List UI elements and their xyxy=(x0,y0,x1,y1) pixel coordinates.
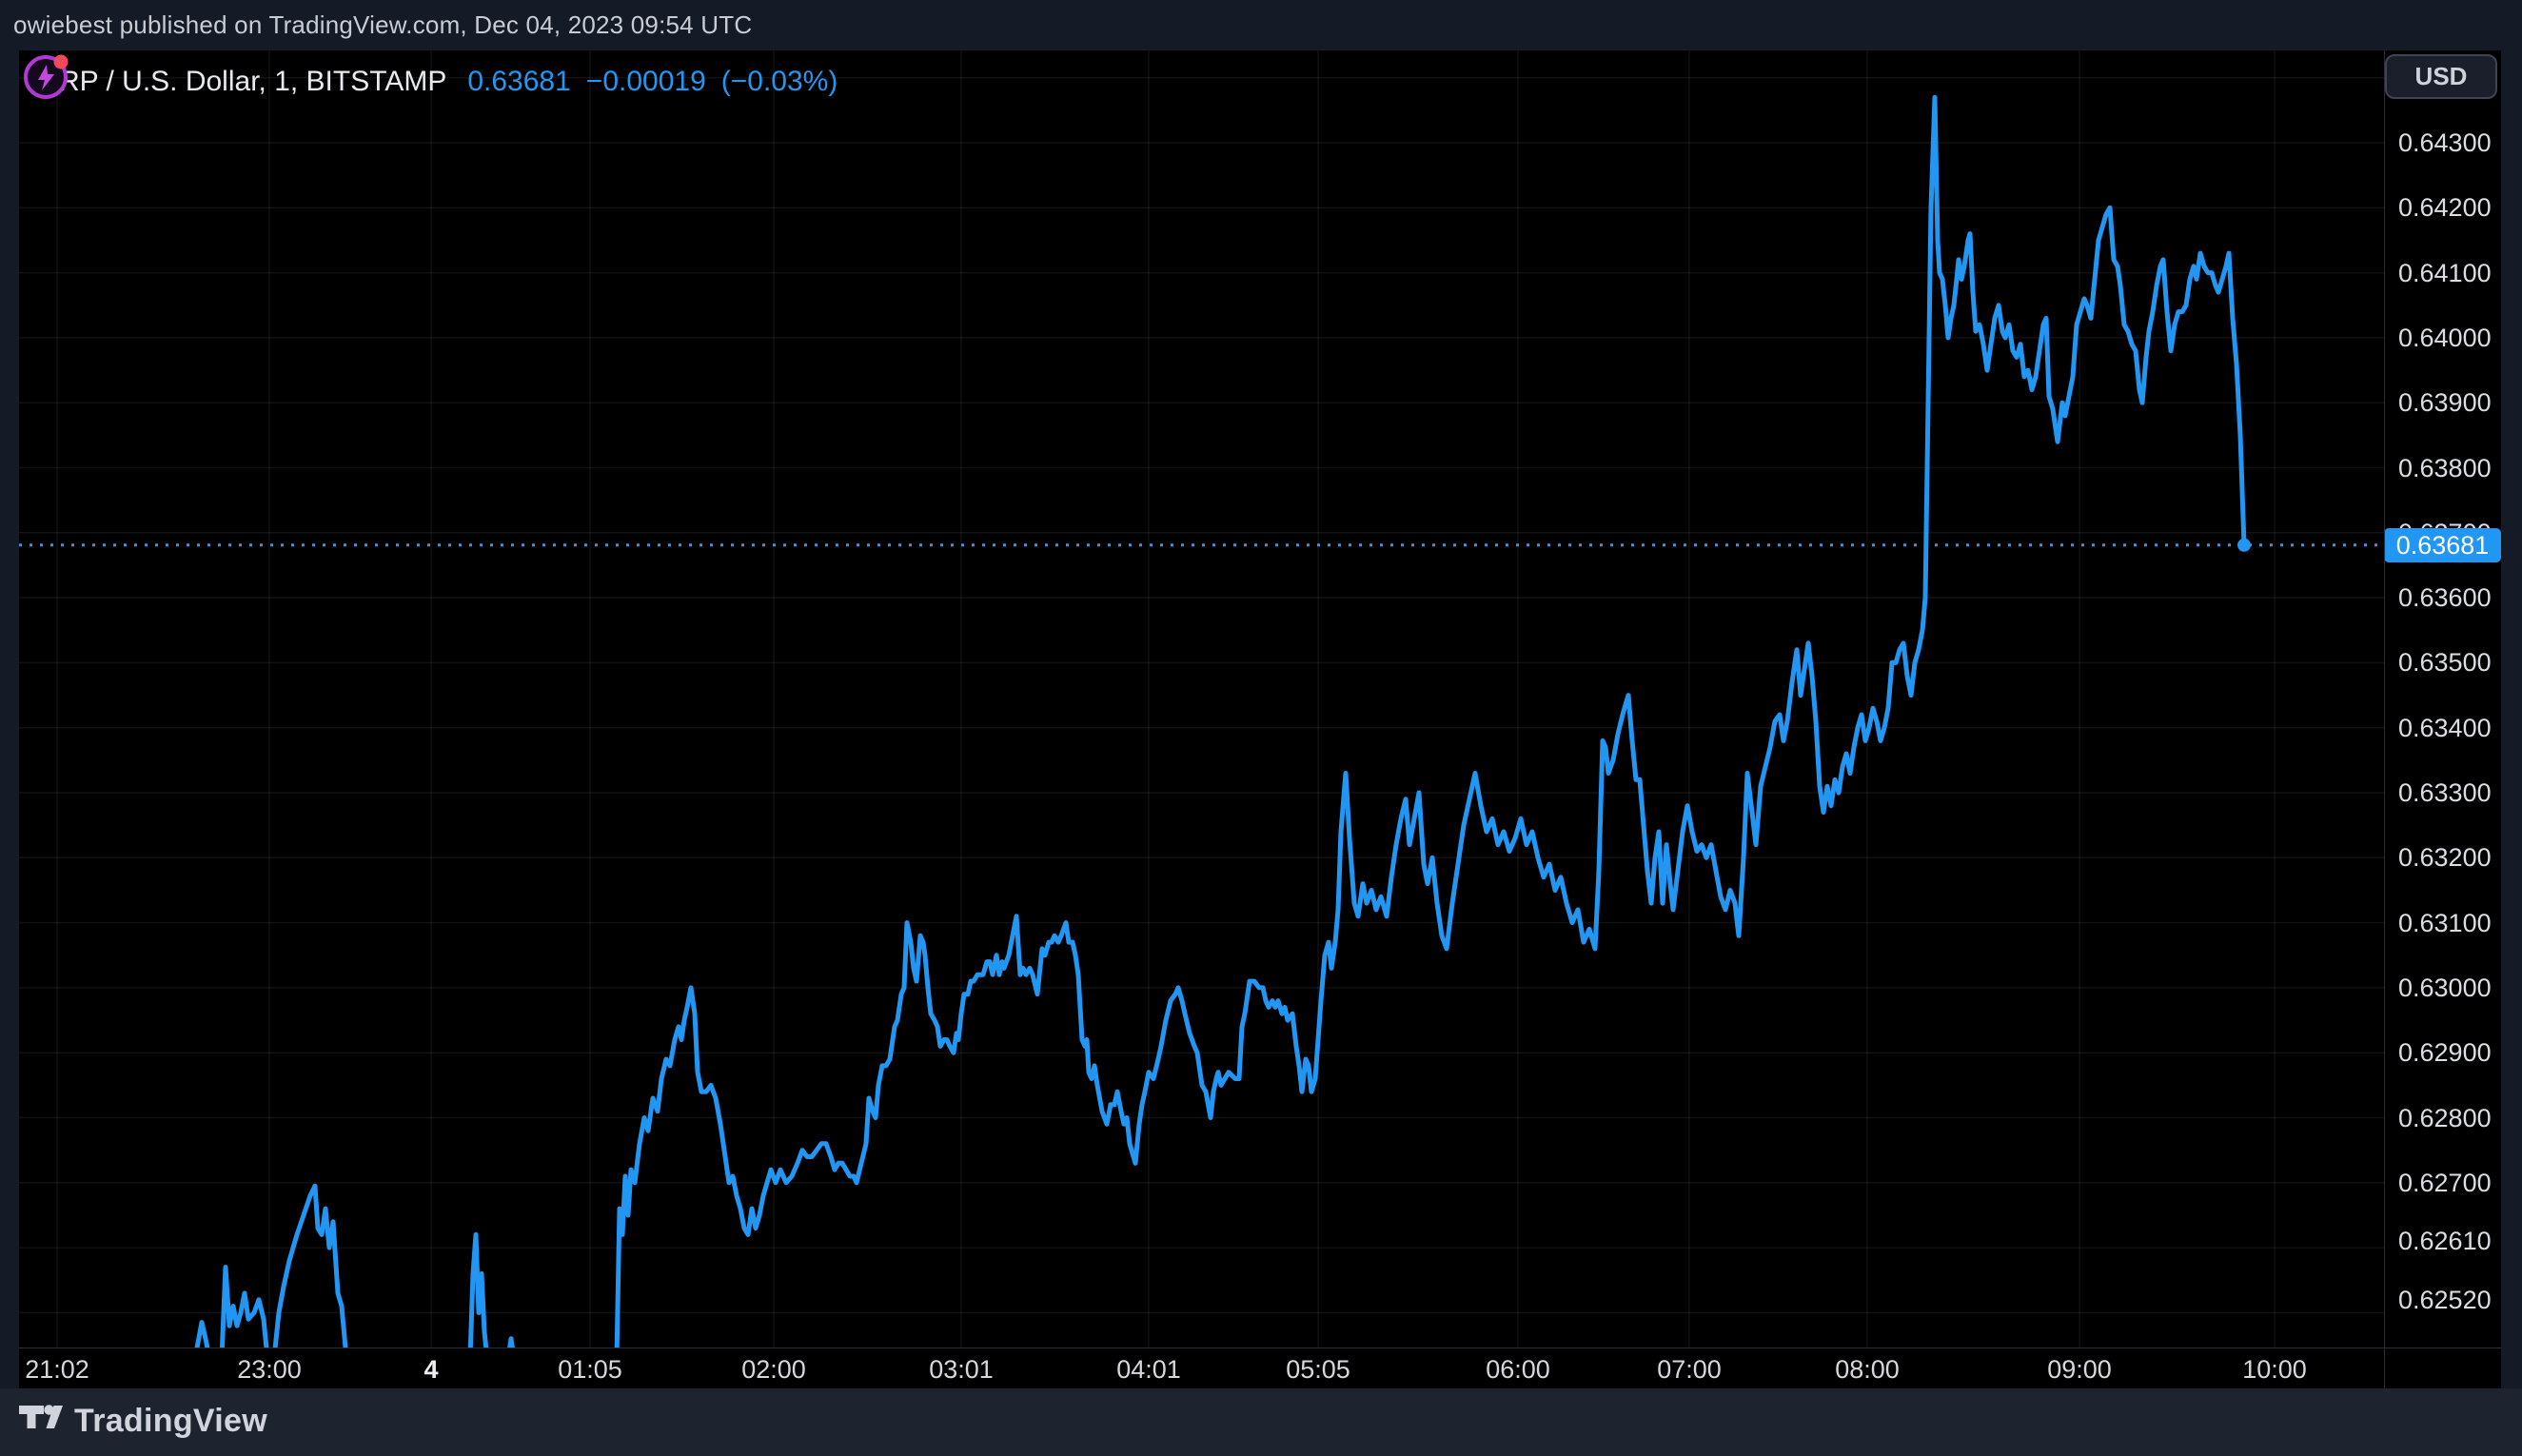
price-tick-label: 0.63000 xyxy=(2398,974,2492,1002)
axis-separator-vertical xyxy=(2384,50,2385,1388)
price-line xyxy=(194,94,2247,1348)
time-tick-label: 02:00 xyxy=(741,1355,806,1384)
price-tick-label: 0.63600 xyxy=(2398,583,2492,612)
time-tick-label: 05:05 xyxy=(1286,1355,1350,1384)
time-axis[interactable]: 21:02 23:00 4 01:05 02:00 03:01 04:01 05:05 06:0… xyxy=(19,1348,2501,1388)
attribution-text: owiebest published on TradingView.com, D… xyxy=(13,10,753,39)
tradingview-logo-text: TradingView xyxy=(74,1402,267,1439)
price-tick-label: 0.62700 xyxy=(2398,1169,2492,1197)
price-tick-label: 0.64300 xyxy=(2398,128,2492,157)
price-tick-label: 0.62800 xyxy=(2398,1104,2492,1132)
chart-pane[interactable]: XRP / U.S. Dollar, 1, BITSTAMP 0.63681 −0.… xyxy=(19,50,2384,1348)
currency-unit-button[interactable]: USD xyxy=(2385,54,2497,99)
current-price-dot xyxy=(2237,538,2251,552)
chart-legend: XRP / U.S. Dollar, 1, BITSTAMP 0.63681 −0.… xyxy=(40,66,837,98)
price-line-chart xyxy=(19,50,2384,1348)
time-tick-label: 08:00 xyxy=(1835,1355,1900,1384)
price-change-percent: (−0.03%) xyxy=(720,66,838,97)
lightning-bolt xyxy=(38,65,54,90)
time-tick-label: 21:02 xyxy=(25,1355,89,1384)
price-tick-label: 0.62520 xyxy=(2398,1286,2492,1314)
price-tick-label: 0.62900 xyxy=(2398,1038,2492,1067)
price-tick-label: 0.62610 xyxy=(2398,1227,2492,1255)
time-tick-label: 09:00 xyxy=(2047,1355,2112,1384)
price-tick-label: 0.63400 xyxy=(2398,714,2492,742)
price-tick-label: 0.63300 xyxy=(2398,778,2492,807)
price-axis[interactable]: 0.64300 0.64200 0.64100 0.64000 0.63900 0.638… xyxy=(2385,50,2501,1348)
price-change-value: −0.00019 xyxy=(585,66,706,97)
footer-bar: TradingView xyxy=(0,1388,2522,1456)
time-tick-label: 06:00 xyxy=(1486,1355,1550,1384)
tradingview-logo-icon xyxy=(19,1405,63,1428)
time-tick-label: 4 xyxy=(424,1355,439,1384)
price-tick-label: 0.63100 xyxy=(2398,909,2492,937)
time-tick-label: 23:00 xyxy=(237,1355,302,1384)
symbol-title[interactable]: XRP / U.S. Dollar, 1, BITSTAMP xyxy=(40,66,447,97)
time-tick-label: 07:00 xyxy=(1657,1355,1722,1384)
price-tick-label: 0.63800 xyxy=(2398,454,2492,482)
price-tick-label: 0.64000 xyxy=(2398,324,2492,352)
current-price-badge: 0.63681 xyxy=(2384,528,2501,562)
time-tick-label: 04:01 xyxy=(1116,1355,1181,1384)
price-tick-label: 0.64200 xyxy=(2398,193,2492,222)
time-tick-label: 03:01 xyxy=(929,1355,994,1384)
price-tick-label: 0.64100 xyxy=(2398,259,2492,287)
tradingview-logo[interactable]: TradingView xyxy=(19,1402,267,1440)
last-price-value: 0.63681 xyxy=(467,66,571,97)
time-tick-label: 10:00 xyxy=(2242,1355,2307,1384)
price-tick-label: 0.63200 xyxy=(2398,843,2492,872)
lightning-icon[interactable] xyxy=(19,50,86,117)
price-tick-label: 0.63500 xyxy=(2398,648,2492,677)
price-tick-label: 0.63900 xyxy=(2398,388,2492,417)
time-tick-label: 01:05 xyxy=(558,1355,622,1384)
notification-dot xyxy=(53,54,69,69)
